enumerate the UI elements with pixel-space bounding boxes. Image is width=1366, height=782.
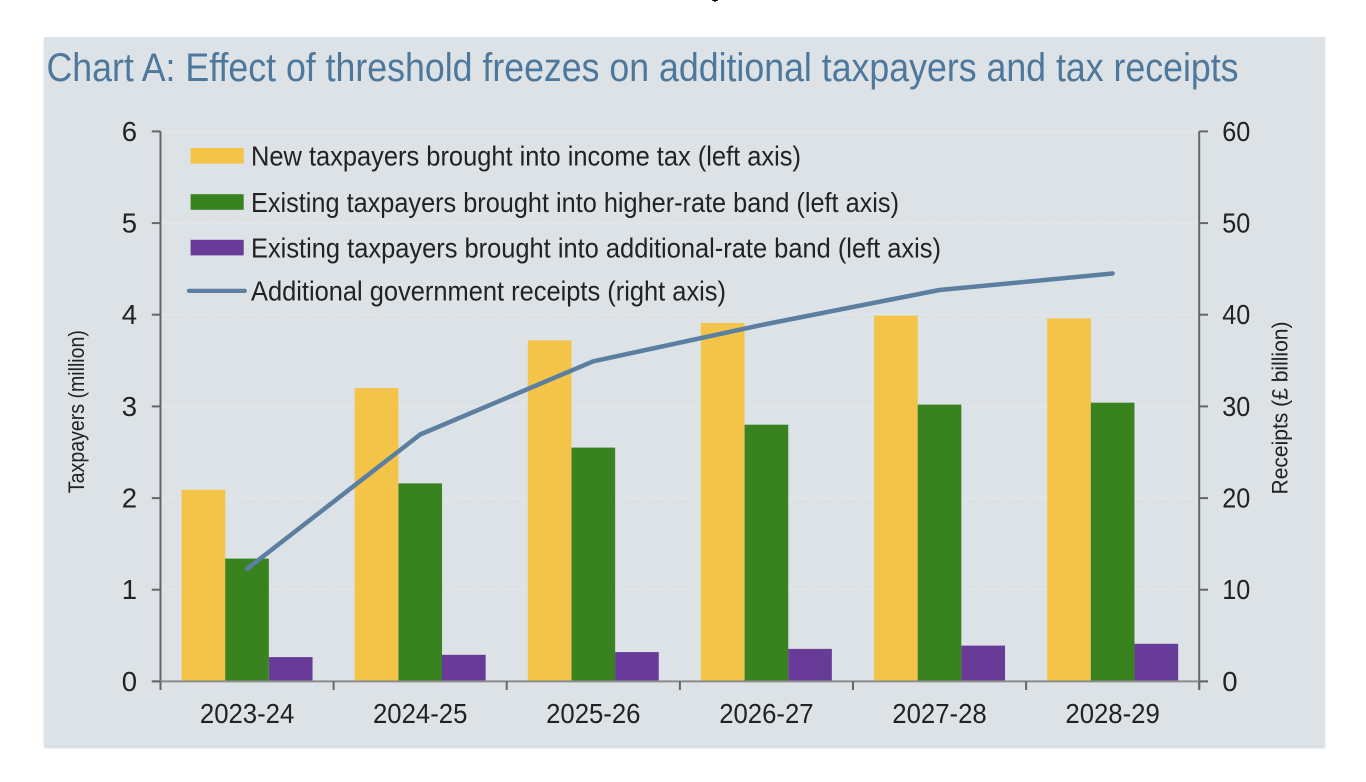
svg-text:4: 4 <box>122 299 137 330</box>
svg-text:2: 2 <box>122 483 137 514</box>
svg-text:1: 1 <box>122 574 137 605</box>
svg-text:2025-26: 2025-26 <box>546 698 640 729</box>
svg-text:2028-29: 2028-29 <box>1065 698 1159 729</box>
svg-text:6: 6 <box>122 116 137 147</box>
svg-text:Taxpayers (million): Taxpayers (million) <box>64 330 89 493</box>
svg-text:10: 10 <box>1222 574 1250 605</box>
svg-text:Existing taxpayers brought int: Existing taxpayers brought into higher-r… <box>251 187 899 218</box>
svg-text:5: 5 <box>122 208 137 239</box>
svg-text:40: 40 <box>1222 299 1250 330</box>
svg-text:50: 50 <box>1222 208 1250 239</box>
svg-text:30: 30 <box>1222 391 1250 422</box>
svg-text:Receipts (£ billion): Receipts (£ billion) <box>1268 322 1293 495</box>
svg-text:0: 0 <box>122 666 137 697</box>
svg-text:3: 3 <box>122 391 137 422</box>
svg-text:Existing taxpayers brought int: Existing taxpayers brought into addition… <box>251 232 941 263</box>
svg-text:20: 20 <box>1222 483 1250 514</box>
svg-text:0: 0 <box>1222 666 1237 697</box>
svg-text:Additional government receipts: Additional government receipts (right ax… <box>251 276 726 307</box>
svg-text:2024-25: 2024-25 <box>373 698 467 729</box>
svg-text:60: 60 <box>1222 116 1250 147</box>
svg-text:New taxpayers brought into inc: New taxpayers brought into income tax (l… <box>251 141 801 172</box>
svg-text:Chart A: Effect of threshold f: Chart A: Effect of threshold freezes on … <box>47 46 1239 90</box>
svg-text:2026-27: 2026-27 <box>719 698 813 729</box>
svg-text:2027-28: 2027-28 <box>892 698 986 729</box>
svg-text:2023-24: 2023-24 <box>200 698 294 729</box>
